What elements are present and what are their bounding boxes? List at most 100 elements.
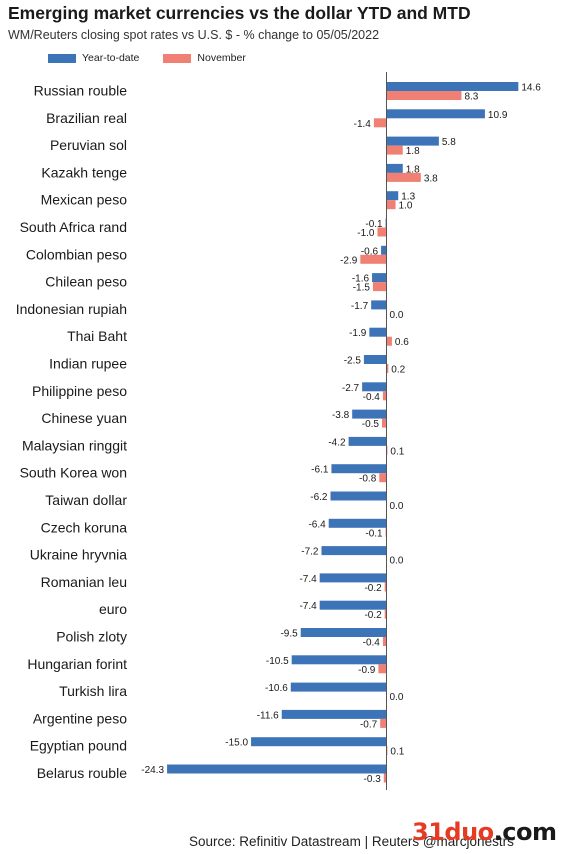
- chart-subtitle: WM/Reuters closing spot rates vs U.S. $ …: [8, 28, 380, 42]
- bar-ytd-colombian-peso: [381, 245, 387, 255]
- data-label-mtd-malaysian-ringgit: 0.1: [390, 446, 404, 457]
- bar-ytd-turkish-lira: [290, 682, 387, 692]
- bar-ytd-mexican-peso: [386, 191, 399, 201]
- data-label-mtd-philippine-peso: -0.4: [363, 392, 381, 403]
- category-label-turkish-lira: Turkish lira: [59, 683, 127, 699]
- bar-ytd-romanian-leu: [319, 573, 387, 583]
- legend-item-ytd: Year-to-date: [48, 52, 139, 64]
- category-label-czech-koruna: Czech koruna: [41, 519, 128, 535]
- legend-swatch-mtd: [163, 53, 192, 63]
- data-label-mtd-belarus-rouble: -0.3: [364, 774, 382, 785]
- data-label-mtd-romanian-leu: -0.2: [364, 583, 382, 594]
- bar-mtd-kazakh-tenge: [386, 172, 421, 182]
- category-label-indian-rupee: Indian rupee: [49, 356, 127, 372]
- category-label-polish-zloty: Polish zloty: [56, 629, 127, 645]
- legend-swatch-ytd: [48, 53, 76, 63]
- data-label-mtd-indonesian-rupiah: 0.0: [390, 310, 404, 321]
- data-label-ytd-ukraine-hryvnia: -7.2: [301, 547, 319, 558]
- data-label-mtd-peruvian-sol: 1.8: [406, 146, 420, 157]
- category-label-brazilian-real: Brazilian real: [46, 110, 127, 126]
- bar-mtd-argentine-peso: [380, 718, 387, 728]
- data-label-mtd-czech-koruna: -0.1: [365, 528, 383, 539]
- data-label-mtd-hungarian-forint: -0.9: [358, 665, 376, 676]
- category-label-colombian-peso: Colombian peso: [26, 246, 127, 262]
- bar-mtd-chilean-peso: [372, 282, 387, 292]
- category-label-ukraine-hryvnia: Ukraine hryvnia: [30, 547, 127, 563]
- bar-mtd-thai-baht: [386, 336, 392, 346]
- bar-ytd-taiwan-dollar: [330, 491, 387, 501]
- data-label-ytd-chinese-yuan: -3.8: [332, 410, 350, 421]
- data-label-ytd-thai-baht: -1.9: [349, 328, 367, 339]
- data-label-mtd-colombian-peso: -2.9: [340, 255, 358, 266]
- bar-ytd-ukraine-hryvnia: [321, 546, 387, 556]
- bar-ytd-thai-baht: [369, 327, 387, 337]
- category-label-kazakh-tenge: Kazakh tenge: [41, 164, 127, 180]
- data-label-ytd-philippine-peso: -2.7: [342, 383, 360, 394]
- bar-ytd-czech-koruna: [328, 518, 387, 528]
- bar-mtd-polish-zloty: [382, 637, 387, 646]
- bar-mtd-belarus-rouble: [383, 773, 387, 783]
- bar-ytd-south-korea-won: [331, 464, 387, 474]
- bar-mtd-indian-rupee: [386, 364, 389, 373]
- bar-mtd-euro: [384, 609, 387, 619]
- category-label-euro: euro: [99, 601, 127, 617]
- data-label-ytd-egyptian-pound: -15.0: [225, 738, 248, 749]
- data-label-mtd-taiwan-dollar: 0.0: [390, 501, 404, 512]
- data-label-mtd-euro: -0.2: [364, 610, 382, 621]
- data-label-mtd-russian-rouble: 8.3: [464, 92, 478, 103]
- legend: Year-to-date November: [48, 52, 270, 64]
- bar-ytd-indian-rupee: [363, 355, 387, 364]
- bar-ytd-peruvian-sol: [386, 136, 439, 146]
- bar-mtd-romanian-leu: [384, 582, 387, 592]
- data-label-ytd-peruvian-sol: 5.8: [442, 137, 456, 148]
- data-label-ytd-brazilian-real: 10.9: [488, 110, 508, 121]
- bar-mtd-colombian-peso: [360, 254, 387, 264]
- bar-ytd-belarus-rouble: [167, 764, 387, 774]
- data-label-mtd-mexican-peso: 1.0: [399, 201, 413, 212]
- data-label-mtd-polish-zloty: -0.4: [363, 638, 381, 649]
- data-label-ytd-hungarian-forint: -10.5: [266, 656, 289, 667]
- data-label-mtd-argentine-peso: -0.7: [360, 719, 378, 730]
- legend-item-mtd: November: [163, 52, 246, 64]
- watermark-part1: 31duo: [412, 818, 494, 846]
- bar-mtd-philippine-peso: [382, 391, 387, 401]
- bar-mtd-south-korea-won: [379, 473, 387, 483]
- watermark-part2: .com: [493, 818, 557, 846]
- data-label-ytd-south-africa-rand: -0.1: [365, 219, 383, 230]
- data-label-mtd-indian-rupee: 0.2: [391, 365, 405, 376]
- bar-ytd-kazakh-tenge: [386, 163, 403, 173]
- bar-mtd-mexican-peso: [386, 200, 396, 210]
- category-label-south-korea-won: South Korea won: [20, 465, 127, 481]
- category-label-chinese-yuan: Chinese yuan: [41, 410, 127, 426]
- legend-label-ytd: Year-to-date: [82, 52, 140, 64]
- chart-title: Emerging market currencies vs the dollar…: [8, 3, 471, 23]
- data-label-ytd-romanian-leu: -7.4: [299, 574, 317, 585]
- bar-ytd-brazilian-real: [386, 109, 485, 119]
- data-label-mtd-brazilian-real: -1.4: [354, 119, 372, 130]
- data-label-ytd-indonesian-rupiah: -1.7: [351, 301, 369, 312]
- source-note: Source: Refinitiv Datastream | Reuters @…: [189, 834, 514, 849]
- bar-ytd-argentine-peso: [281, 709, 387, 719]
- bar-mtd-peruvian-sol: [386, 145, 403, 155]
- category-label-indonesian-rupiah: Indonesian rupiah: [16, 301, 127, 317]
- bar-mtd-chinese-yuan: [381, 418, 387, 428]
- bar-ytd-philippine-peso: [362, 382, 387, 392]
- bar-ytd-chilean-peso: [372, 273, 387, 283]
- category-label-romanian-leu: Romanian leu: [41, 574, 127, 590]
- legend-label-mtd: November: [197, 52, 246, 64]
- bar-ytd-malaysian-ringgit: [348, 436, 387, 446]
- data-label-mtd-egyptian-pound: 0.1: [390, 747, 404, 758]
- data-label-mtd-ukraine-hryvnia: 0.0: [390, 556, 404, 567]
- category-label-mexican-peso: Mexican peso: [41, 192, 128, 208]
- category-label-hungarian-forint: Hungarian forint: [27, 656, 127, 672]
- category-label-thai-baht: Thai Baht: [67, 328, 127, 344]
- data-label-mtd-turkish-lira: 0.0: [390, 692, 404, 703]
- data-label-ytd-mexican-peso: 1.3: [401, 192, 415, 203]
- data-label-ytd-polish-zloty: -9.5: [280, 629, 298, 640]
- category-label-taiwan-dollar: Taiwan dollar: [45, 492, 127, 508]
- data-label-ytd-chilean-peso: -1.6: [352, 274, 370, 285]
- data-label-ytd-taiwan-dollar: -6.2: [310, 492, 328, 503]
- data-label-ytd-south-korea-won: -6.1: [311, 465, 329, 476]
- data-label-ytd-argentine-peso: -11.6: [257, 710, 279, 721]
